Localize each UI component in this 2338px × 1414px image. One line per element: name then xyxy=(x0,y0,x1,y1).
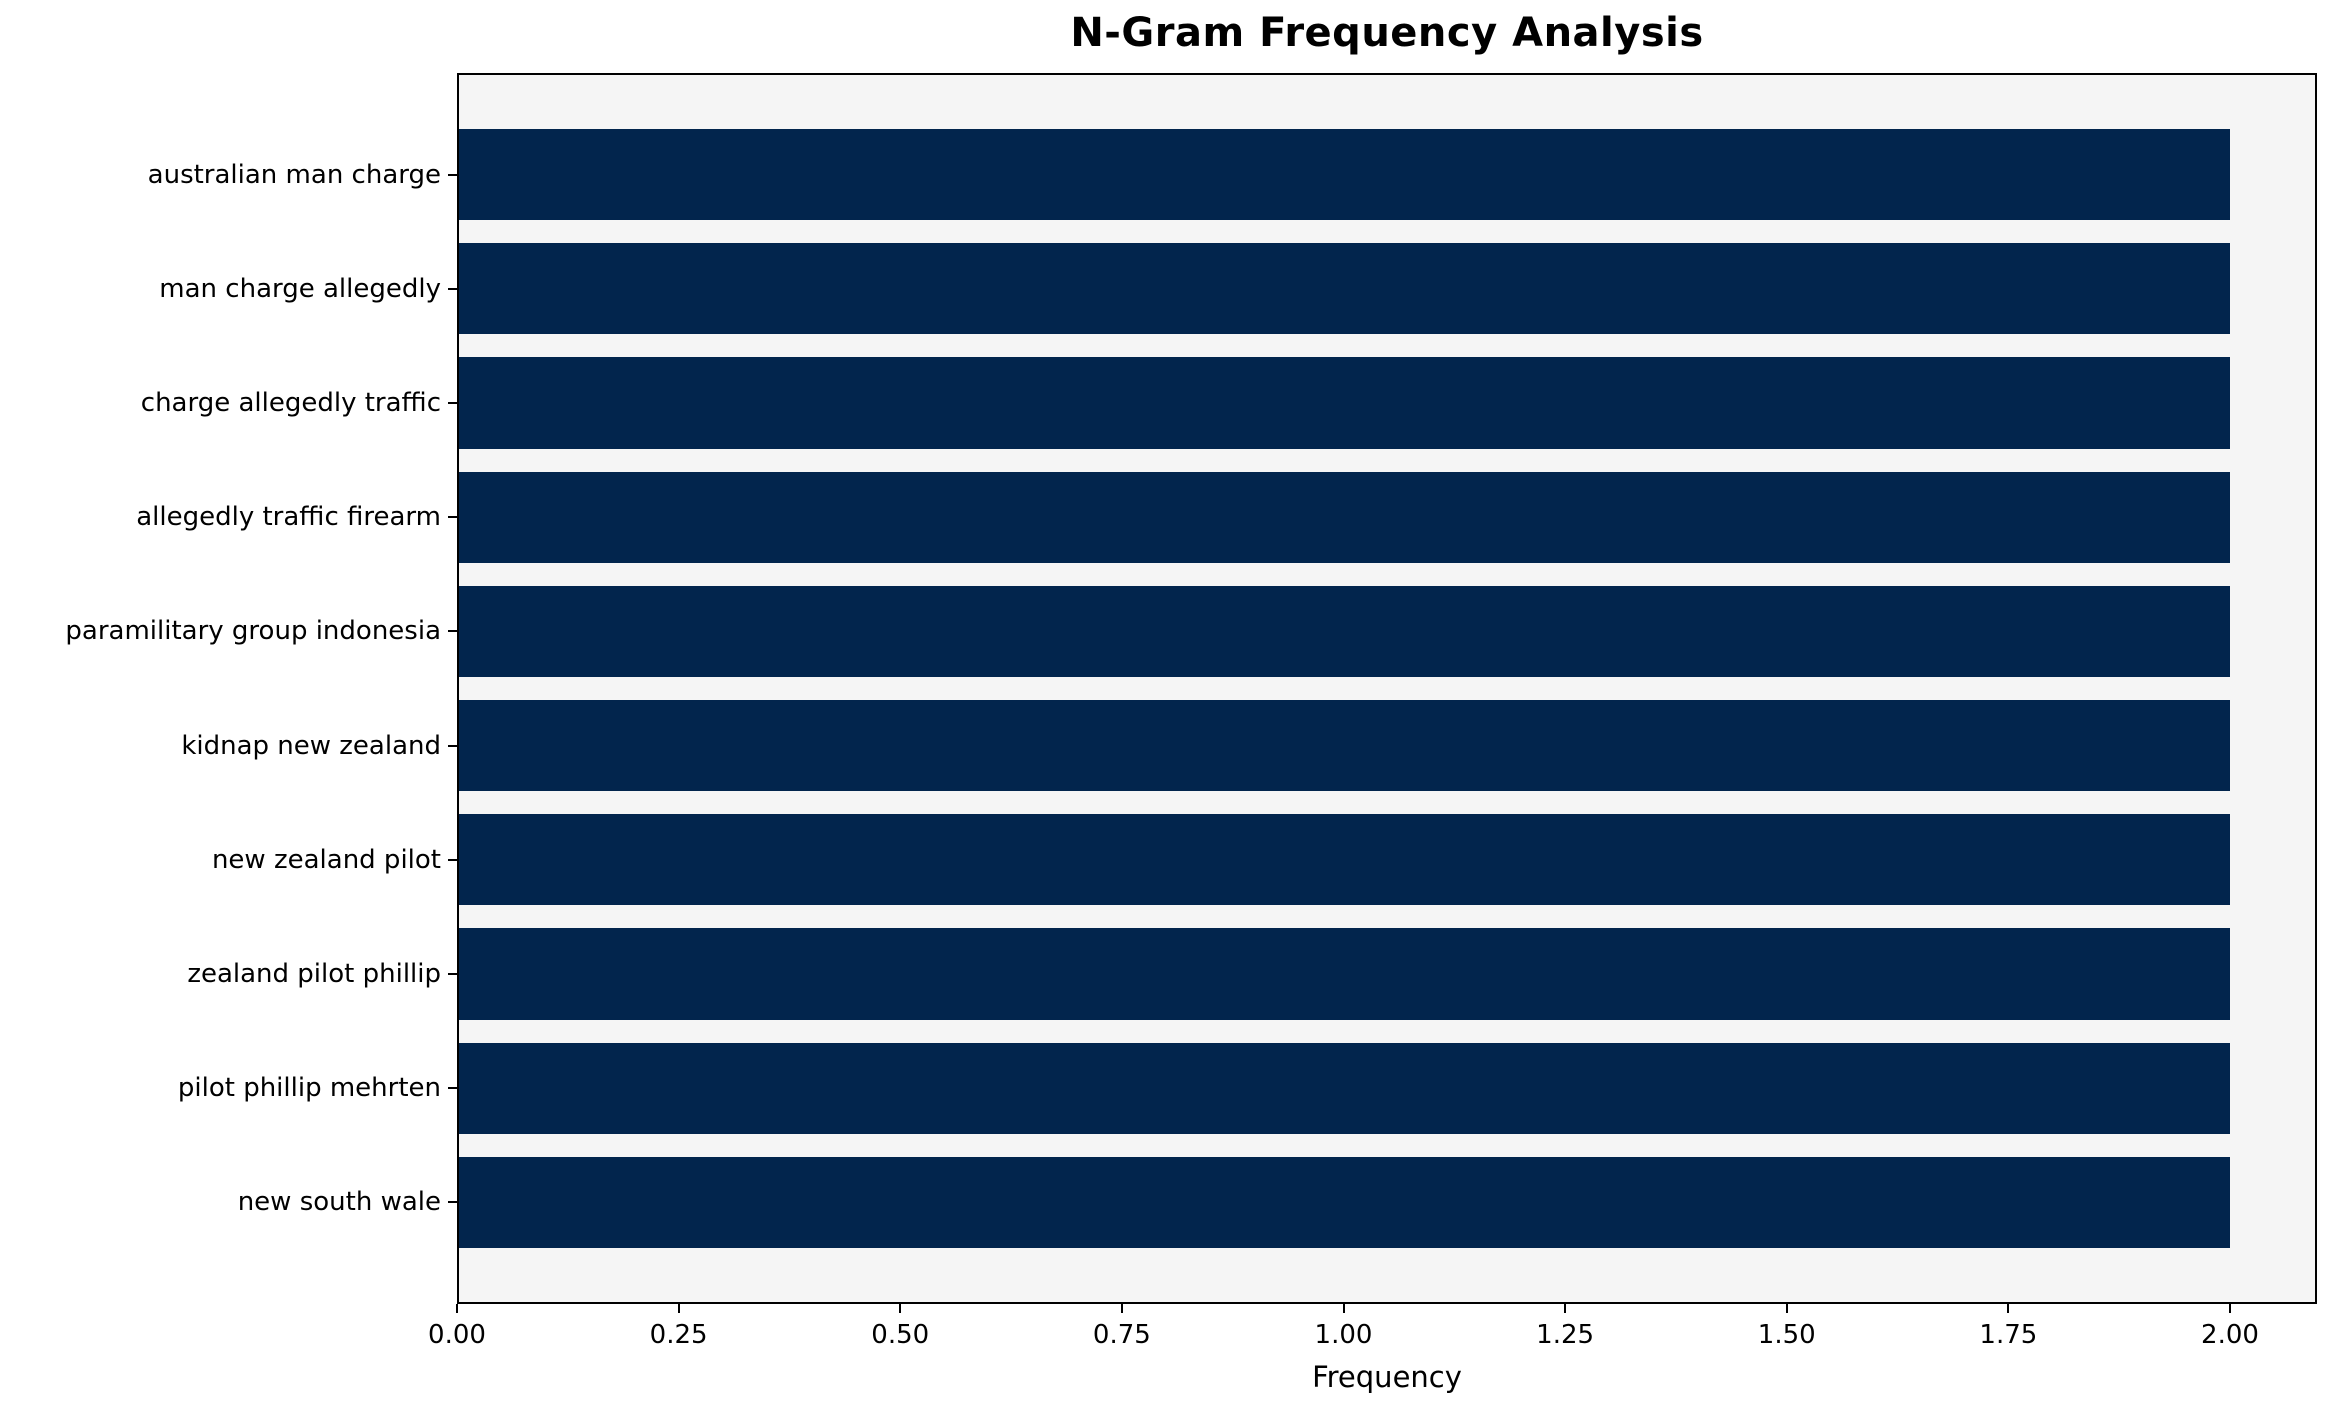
bar xyxy=(459,243,2230,335)
y-tick-mark xyxy=(448,173,457,176)
x-tick-mark xyxy=(1120,1304,1123,1313)
x-tick-mark xyxy=(1342,1304,1345,1313)
bar xyxy=(459,699,2230,792)
x-tick-label: 0.00 xyxy=(428,1320,486,1350)
bar xyxy=(459,471,2230,563)
bar xyxy=(459,1042,2230,1134)
y-tick-label: man charge allegedly xyxy=(159,273,441,304)
y-tick-label: new zealand pilot xyxy=(211,844,441,875)
x-tick-label: 1.50 xyxy=(1757,1320,1816,1350)
bar xyxy=(459,585,2230,678)
x-tick-label: 1.25 xyxy=(1536,1320,1595,1350)
x-axis-label: Frequency xyxy=(1312,1360,1462,1394)
bar xyxy=(459,128,2230,221)
x-tick-label: 1.75 xyxy=(1979,1320,2038,1350)
x-tick-mark xyxy=(677,1304,680,1313)
y-tick-mark xyxy=(448,287,457,290)
y-tick-label: kidnap new zealand xyxy=(181,730,441,761)
x-tick-mark xyxy=(1564,1304,1567,1313)
x-tick-label: 0.50 xyxy=(871,1320,930,1350)
y-tick-label: charge allegedly traffic xyxy=(140,388,441,418)
bar xyxy=(459,928,2230,1020)
y-tick-label: pilot phillip mehrten xyxy=(177,1073,441,1104)
y-tick-label: new south wale xyxy=(237,1187,441,1218)
x-tick-mark xyxy=(2229,1304,2231,1313)
x-tick-mark xyxy=(899,1304,902,1313)
y-tick-mark xyxy=(448,630,457,633)
y-tick-mark xyxy=(448,973,457,975)
x-tick-label: 2.00 xyxy=(2201,1320,2259,1350)
x-tick-label: 1.00 xyxy=(1314,1320,1373,1350)
bar xyxy=(459,357,2230,449)
y-tick-mark xyxy=(448,516,457,519)
x-tick-mark xyxy=(1785,1304,1788,1313)
bar xyxy=(459,1156,2230,1249)
chart-title: N-Gram Frequency Analysis xyxy=(1070,10,1704,56)
x-tick-label: 0.25 xyxy=(649,1320,708,1350)
y-tick-label: allegedly traffic firearm xyxy=(136,502,441,533)
y-tick-label: australian man charge xyxy=(147,159,441,190)
y-tick-mark xyxy=(448,1087,457,1090)
y-tick-mark xyxy=(448,1201,457,1204)
bar xyxy=(459,814,2230,906)
y-tick-mark xyxy=(448,402,457,404)
y-tick-label: paramilitary group indonesia xyxy=(65,616,441,647)
y-tick-mark xyxy=(448,858,457,861)
x-tick-mark xyxy=(456,1304,458,1313)
x-tick-mark xyxy=(2007,1304,2010,1313)
x-tick-label: 0.75 xyxy=(1092,1320,1151,1350)
y-tick-mark xyxy=(448,744,457,747)
y-tick-label: zealand pilot phillip xyxy=(187,959,441,989)
